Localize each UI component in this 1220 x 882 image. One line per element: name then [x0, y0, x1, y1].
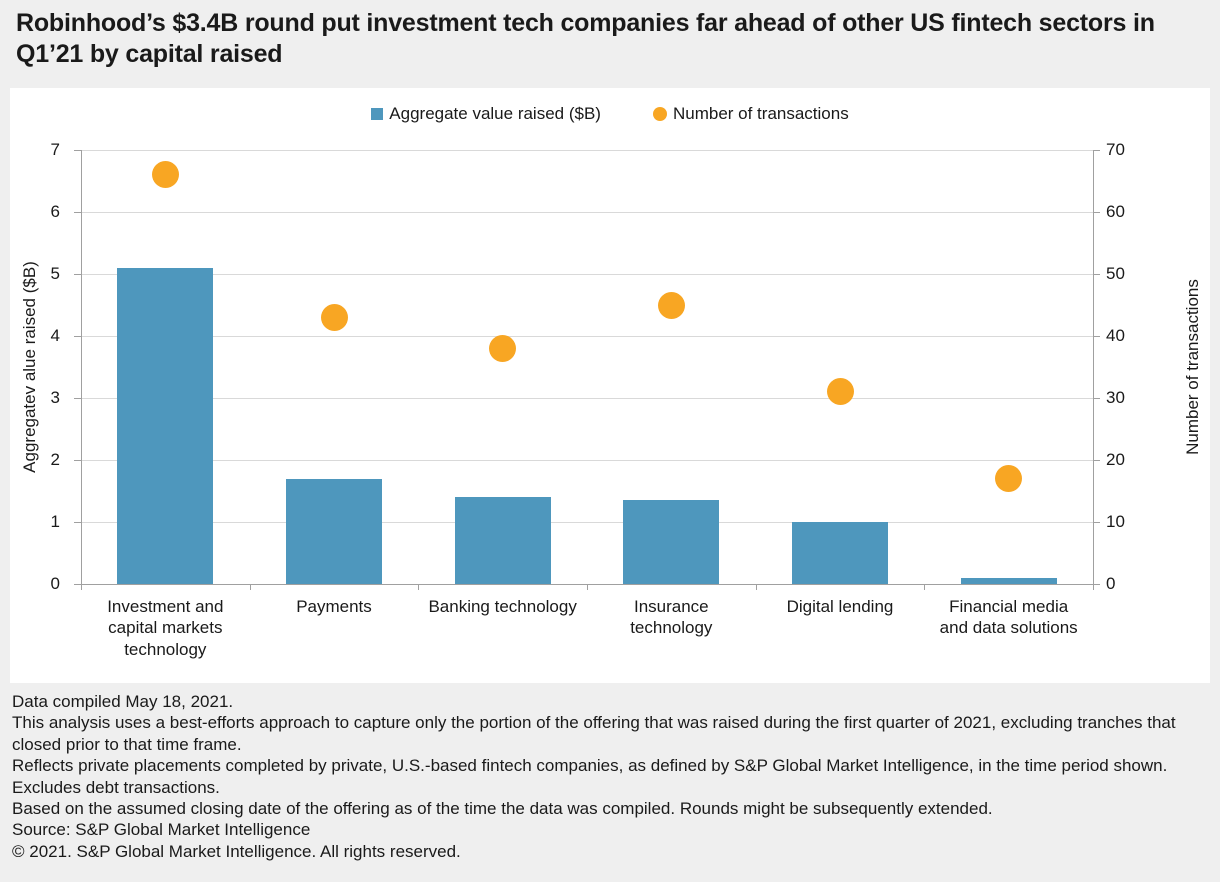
y-axis-tick — [74, 336, 81, 337]
data-point — [657, 291, 685, 319]
y-axis-tick — [1093, 460, 1100, 461]
y-axis-tick-label-right: 10 — [1106, 512, 1125, 531]
legend-label: Aggregate value raised ($B) — [389, 104, 601, 123]
y-axis-tick — [1093, 274, 1100, 275]
data-point — [151, 161, 179, 189]
y-axis-line-left — [81, 150, 82, 584]
legend-item-aggregate-value: Aggregate value raised ($B) — [371, 104, 601, 124]
page-title: Robinhood’s $3.4B round put investment t… — [16, 9, 1155, 68]
y-axis-tick-label-left: 0 — [50, 574, 60, 593]
y-axis-tick — [74, 522, 81, 523]
y-axis-tick — [1093, 336, 1100, 337]
left-axis-title: Aggregatev alue raised ($B) — [20, 261, 39, 473]
y-axis-tick — [74, 584, 81, 585]
y-axis-tick — [1093, 398, 1100, 399]
footnote-line: © 2021. S&P Global Market Intelligence. … — [12, 841, 461, 861]
y-axis-tick-label-left: 1 — [50, 512, 60, 531]
y-axis-tick — [74, 150, 81, 151]
footnote-line: This analysis uses a best-efforts approa… — [12, 713, 1176, 754]
legend-label: Number of transactions — [672, 104, 849, 123]
data-point — [489, 334, 517, 362]
y-axis-tick — [1093, 522, 1100, 523]
footnote-line: Based on the assumed closing date of the… — [12, 799, 993, 819]
gridline — [81, 150, 1093, 151]
y-axis-tick — [1093, 150, 1100, 151]
y-axis-tick-label-right: 0 — [1106, 574, 1116, 593]
x-axis-tick — [587, 584, 588, 590]
y-axis-tick — [74, 212, 81, 213]
data-point — [995, 465, 1023, 493]
footnote-line: Source: S&P Global Market Intelligence — [12, 820, 311, 840]
bar — [454, 497, 551, 584]
gridline — [81, 336, 1093, 337]
y-axis-tick — [74, 274, 81, 275]
y-axis-line-right — [1093, 150, 1094, 584]
chart-panel: Aggregate value raised ($B) Number of tr… — [10, 88, 1210, 683]
gridline — [81, 522, 1093, 523]
legend-bar-marker-icon — [371, 108, 384, 120]
y-axis-tick — [1093, 212, 1100, 213]
x-axis-tick — [418, 584, 420, 590]
bar — [117, 267, 214, 584]
y-axis-tick-label-left: 2 — [50, 450, 60, 469]
y-axis-tick-label-right: 50 — [1106, 264, 1125, 283]
data-point — [320, 303, 348, 331]
y-axis-tick-label-left: 4 — [50, 326, 60, 345]
gridline — [81, 398, 1093, 399]
x-axis-tick — [249, 584, 251, 590]
y-axis-tick-label-right: 30 — [1106, 388, 1125, 407]
right-axis-title: Number of transactions — [1183, 279, 1202, 455]
bar — [623, 500, 720, 584]
legend: Aggregate value raised ($B) Number of tr… — [10, 104, 1210, 124]
x-axis-category-label: Insurance technology — [630, 597, 713, 638]
y-axis-tick-label-right: 20 — [1106, 450, 1125, 469]
y-axis-tick-label-left: 5 — [50, 264, 60, 283]
x-axis-tick — [1093, 584, 1094, 590]
x-axis-category-label: Digital lending — [786, 597, 894, 616]
x-axis-category-label: Payments — [296, 597, 372, 616]
y-axis-tick-label-left: 7 — [50, 140, 60, 159]
bar — [960, 577, 1057, 584]
x-axis-category-label: Banking technology — [428, 597, 577, 616]
y-axis-tick-label-left: 6 — [50, 202, 60, 221]
y-axis-tick — [74, 398, 81, 399]
legend-dot-marker-icon — [652, 107, 667, 121]
footnotes: Data compiled May 18, 2021. This analysi… — [12, 691, 1208, 862]
y-axis-tick — [1093, 584, 1100, 585]
data-point — [826, 378, 854, 406]
y-axis-tick-label-left: 3 — [50, 388, 60, 407]
y-axis-tick-label-right: 70 — [1106, 140, 1125, 159]
gridline — [81, 274, 1093, 275]
y-axis-tick — [74, 460, 81, 461]
x-axis-category-label: Investment and capital markets technolog… — [107, 597, 224, 659]
gridline — [81, 460, 1093, 461]
x-axis-tick — [924, 584, 926, 590]
y-axis-tick-label-right: 40 — [1106, 326, 1125, 345]
x-axis-tick — [81, 584, 82, 590]
footnote-line: Reflects private placements completed by… — [12, 756, 1168, 797]
x-axis-tick — [755, 584, 757, 590]
y-axis-tick-label-right: 60 — [1106, 202, 1125, 221]
legend-item-transactions: Number of transactions — [652, 104, 849, 124]
bar — [791, 522, 889, 584]
gridline — [81, 212, 1093, 213]
footnote-line: Data compiled May 18, 2021. — [12, 692, 234, 711]
bar — [285, 478, 383, 584]
x-axis-category-label: Financial media and data solutions — [939, 597, 1078, 638]
